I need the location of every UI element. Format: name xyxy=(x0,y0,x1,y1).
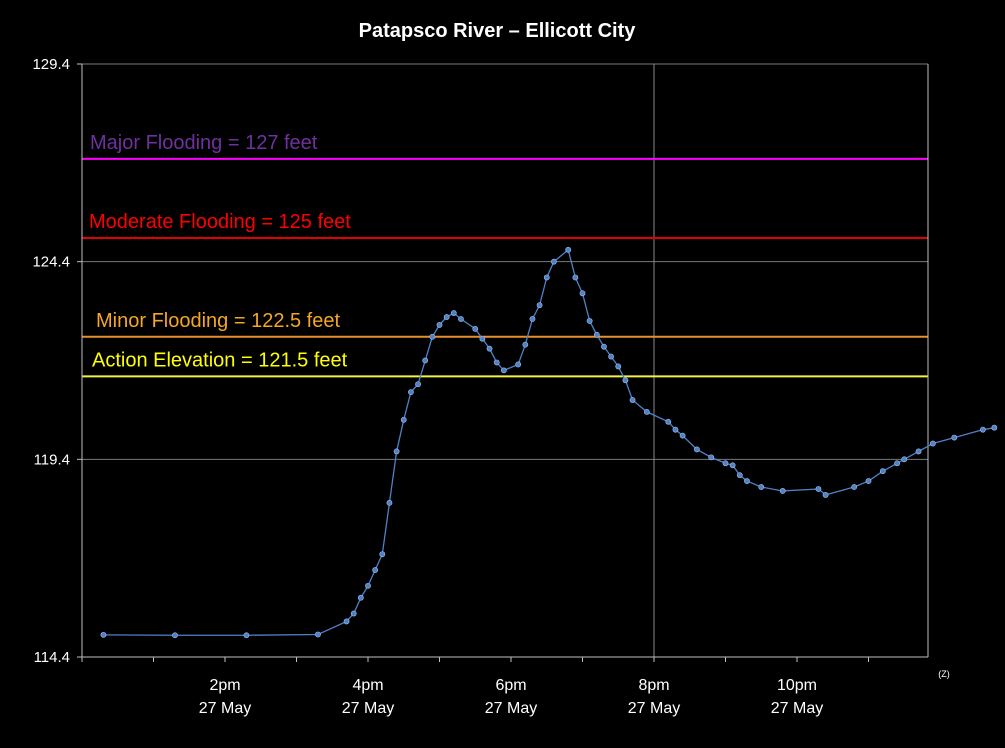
data-point xyxy=(615,363,622,370)
data-point xyxy=(643,408,650,415)
data-point xyxy=(407,389,414,396)
data-point xyxy=(529,316,536,322)
data-point xyxy=(243,632,250,639)
x-tick-label: 10pm xyxy=(777,677,817,694)
tick-labels: 114.4 119.4 124.4 129.4 2pm 27 May 4pm 27 May 6p… xyxy=(32,56,949,717)
threshold-label-moderate: Moderate Flooding = 125 feet xyxy=(89,211,351,233)
chart-title: Patapsco River – Ellicott City xyxy=(359,20,637,42)
y-tick-label: 119.4 xyxy=(34,451,70,468)
data-point xyxy=(172,632,178,639)
data-point xyxy=(450,310,457,316)
data-point xyxy=(493,359,500,366)
threshold-label-major: Major Flooding = 127 feet xyxy=(90,132,318,154)
data-point xyxy=(579,290,586,297)
data-point xyxy=(951,434,958,441)
data-point xyxy=(379,551,386,558)
x-tick-label: 8pm xyxy=(638,677,669,694)
data-point xyxy=(694,446,700,453)
data-point xyxy=(901,456,908,463)
data-point xyxy=(665,418,672,425)
axes xyxy=(77,63,929,662)
data-point xyxy=(822,492,829,498)
data-point xyxy=(601,343,607,350)
data-point xyxy=(586,318,593,324)
x-tick-date-label: 27 May xyxy=(199,700,251,717)
data-point xyxy=(722,460,729,467)
data-point xyxy=(865,478,872,484)
data-point xyxy=(365,582,371,589)
data-point xyxy=(894,460,900,467)
data-point xyxy=(980,426,986,433)
x-tick-date-label: 27 May xyxy=(771,700,823,717)
data-point xyxy=(672,426,679,433)
data-point xyxy=(500,367,507,374)
data-point xyxy=(386,499,393,506)
x-tick-label: 2pm xyxy=(209,677,240,694)
y-tick-label: 114.4 xyxy=(34,649,70,666)
data-point xyxy=(729,462,736,469)
data-point xyxy=(779,488,786,494)
data-point xyxy=(565,246,572,253)
data-point xyxy=(551,258,557,265)
data-point xyxy=(929,440,936,447)
data-point xyxy=(758,484,765,490)
x-tick-date-label: 27 May xyxy=(342,700,394,717)
data-point xyxy=(350,610,357,617)
data-point xyxy=(515,361,522,368)
data-point xyxy=(608,353,614,360)
data-point xyxy=(736,472,743,479)
data-point xyxy=(443,314,450,320)
y-tick-label: 124.4 xyxy=(32,254,70,271)
data-point xyxy=(915,448,922,455)
data-point xyxy=(357,594,364,601)
data-point xyxy=(622,377,629,384)
x-tick-label: 4pm xyxy=(352,677,383,694)
data-point xyxy=(458,316,464,322)
data-point xyxy=(851,484,858,490)
data-point xyxy=(744,478,750,484)
data-point xyxy=(593,331,600,338)
data-point xyxy=(415,381,421,388)
data-point xyxy=(572,274,579,281)
data-point xyxy=(536,302,543,309)
data-point xyxy=(343,618,350,625)
data-point xyxy=(422,357,429,364)
series-line xyxy=(103,248,995,636)
data-point xyxy=(393,448,400,455)
data-point xyxy=(479,335,486,342)
data-point xyxy=(679,432,686,439)
data-point xyxy=(436,322,443,328)
data-point xyxy=(100,631,107,638)
threshold-lines: Major Flooding = 127 feet Moderate Floodi… xyxy=(82,132,928,378)
series-layer xyxy=(100,246,998,639)
x-tick-date-label: 27 May xyxy=(485,700,537,717)
x-tick-label: 6pm xyxy=(495,677,526,694)
data-point xyxy=(315,631,321,638)
threshold-label-action: Action Elevation = 121.5 feet xyxy=(92,349,348,371)
data-point xyxy=(991,424,998,431)
data-point xyxy=(472,325,479,332)
data-point xyxy=(486,345,493,352)
data-point xyxy=(543,274,550,281)
x-unit-note: (Z) xyxy=(938,669,950,679)
data-point xyxy=(879,468,886,475)
y-tick-label: 129.4 xyxy=(32,56,70,73)
data-point xyxy=(429,333,436,340)
data-point xyxy=(708,454,715,461)
data-point xyxy=(400,416,407,423)
x-tick-date-label: 27 May xyxy=(628,700,680,717)
data-point xyxy=(522,341,529,348)
threshold-label-minor: Minor Flooding = 122.5 feet xyxy=(96,310,340,332)
data-point xyxy=(815,486,822,492)
data-point xyxy=(629,397,636,403)
data-point xyxy=(372,567,379,573)
